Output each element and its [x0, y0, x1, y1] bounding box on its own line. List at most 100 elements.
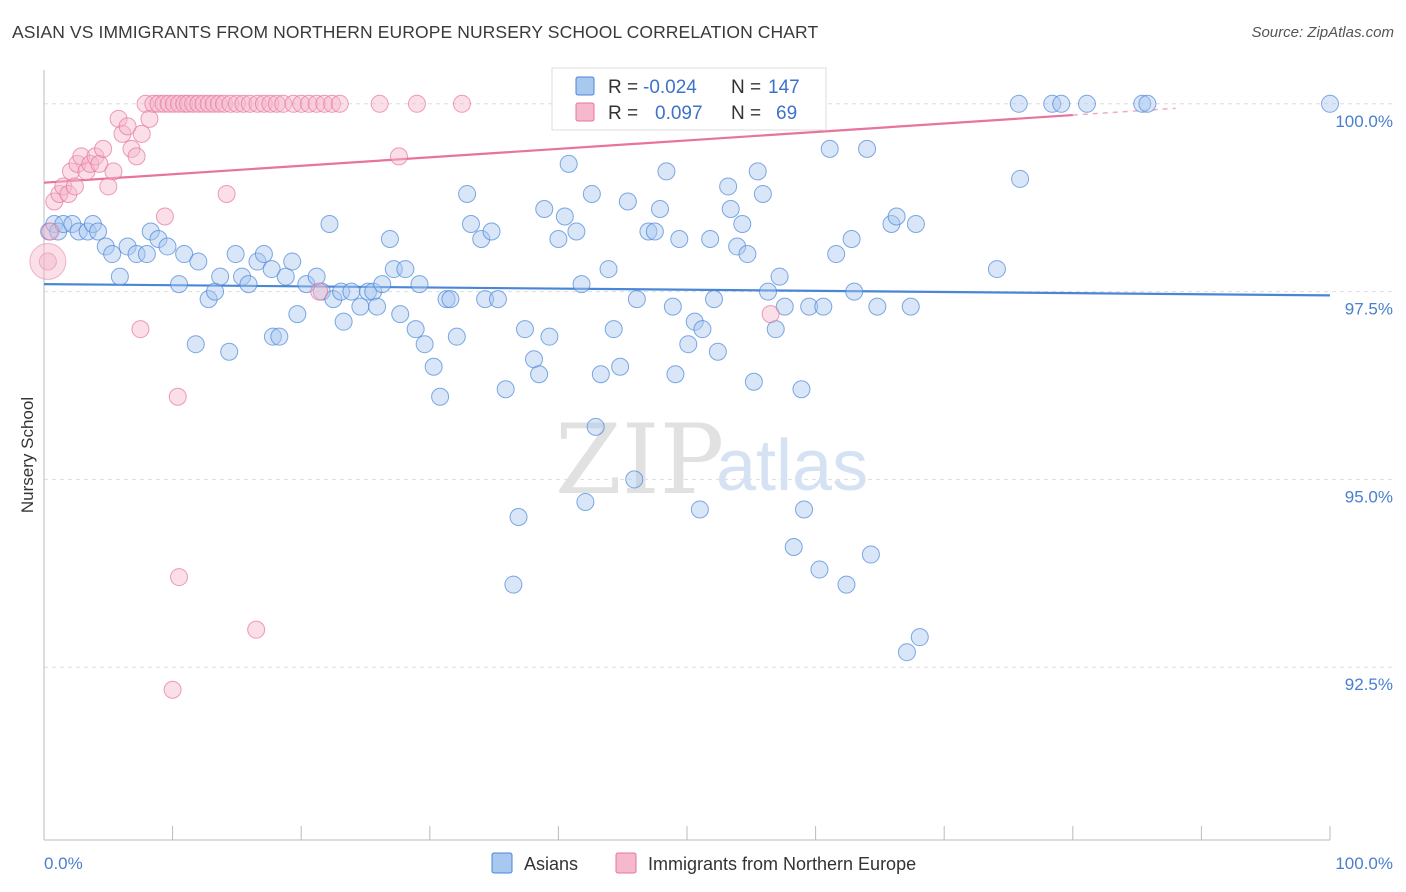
- asians-point: [837, 575, 856, 594]
- watermark: ZIP atlas: [555, 404, 868, 516]
- stats-n-value-northern-europe: 69: [776, 103, 797, 124]
- asians-point: [472, 230, 491, 249]
- stats-legend-frame: [551, 67, 827, 131]
- northern-europe-trendline: [43, 113, 1073, 184]
- asians-point: [901, 297, 920, 316]
- stats-n-label-northern-europe: N =: [731, 103, 761, 124]
- asians-point: [591, 365, 610, 384]
- asians-point: [431, 387, 450, 406]
- asians-point: [861, 545, 880, 564]
- asians-point: [670, 230, 689, 249]
- northern-europe-point: [261, 94, 280, 113]
- asians-point: [211, 267, 230, 286]
- asians-point: [820, 139, 839, 158]
- asians-point: [690, 500, 709, 519]
- asians-point: [663, 297, 682, 316]
- asians-point: [611, 357, 630, 376]
- northern-europe-point: [370, 94, 389, 113]
- asians-point: [441, 290, 460, 309]
- y-tick-label: 92.5%: [1345, 675, 1393, 694]
- asians-point: [910, 628, 929, 647]
- series-legend: Asians Immigrants from Northern Europe: [491, 852, 916, 874]
- northern-europe-point: [62, 162, 81, 181]
- legend-swatch-northern-europe: [615, 852, 637, 874]
- asians-point: [1011, 169, 1030, 188]
- stats-r-label-asians: R =: [608, 77, 638, 98]
- x-tick-label: 0.0%: [44, 854, 83, 873]
- northern-europe-point: [127, 147, 146, 166]
- northern-europe-trendline-extension: [1072, 107, 1176, 116]
- asians-point: [572, 275, 591, 294]
- asians-point: [89, 222, 108, 241]
- asians-point: [373, 275, 392, 294]
- asians-point: [701, 230, 720, 249]
- asians-point: [127, 245, 146, 264]
- asians-point: [482, 222, 501, 241]
- asians-point: [738, 245, 757, 264]
- northern-europe-point: [189, 94, 208, 113]
- northern-europe-point: [323, 94, 342, 113]
- stats-r-value-asians: -0.024: [643, 77, 697, 98]
- y-tick-label: 97.5%: [1345, 300, 1393, 319]
- asians-point: [586, 417, 605, 436]
- asians-point: [842, 230, 861, 249]
- northern-europe-point: [149, 94, 168, 113]
- asians-point: [262, 260, 281, 279]
- northern-europe-point: [452, 94, 471, 113]
- asians-point: [604, 320, 623, 339]
- northern-europe-point: [240, 94, 259, 113]
- asians-point: [476, 290, 495, 309]
- northern-europe-point: [59, 184, 78, 203]
- asians-point: [784, 538, 803, 557]
- stats-r-value-northern-europe: 0.097: [655, 103, 703, 124]
- asians-point: [567, 222, 586, 241]
- asians-point: [766, 320, 785, 339]
- asians-point: [679, 335, 698, 354]
- watermark-zip: ZIP: [555, 404, 724, 516]
- asians-point: [906, 215, 925, 233]
- asians-point: [461, 215, 480, 233]
- asians-point: [618, 192, 637, 211]
- asians-point: [96, 237, 115, 256]
- asians-point: [406, 320, 425, 339]
- asians-point: [118, 237, 137, 256]
- trend-layer: [43, 107, 1331, 297]
- northern-europe-point: [170, 568, 189, 587]
- asians-point: [540, 327, 559, 346]
- northern-europe-point: [144, 94, 163, 113]
- northern-europe-point: [217, 184, 236, 203]
- asians-point: [424, 357, 443, 376]
- northern-europe-point: [407, 94, 426, 113]
- asians-point: [524, 350, 543, 369]
- asians-point: [199, 290, 218, 309]
- asians-point: [744, 372, 763, 391]
- asians-point: [415, 335, 434, 354]
- asians-point: [396, 260, 415, 279]
- asians-point: [810, 560, 829, 579]
- legend-label-northern-europe: Immigrants from Northern Europe: [648, 854, 916, 874]
- northern-europe-point: [131, 320, 150, 339]
- asians-point: [364, 282, 383, 301]
- northern-europe-point: [140, 109, 159, 128]
- asians-point: [158, 237, 177, 256]
- asians-point: [175, 245, 194, 264]
- northern-europe-point: [284, 94, 303, 113]
- asians-point: [1052, 94, 1071, 113]
- northern-europe-point: [307, 94, 326, 113]
- northern-europe-point: [761, 305, 780, 324]
- northern-europe-point: [247, 620, 266, 639]
- northern-europe-point: [41, 222, 60, 241]
- asians-point: [391, 305, 410, 324]
- asians-point: [549, 230, 568, 249]
- x-tick-label: 100.0%: [1335, 854, 1393, 873]
- asians-point: [535, 199, 554, 218]
- northern-europe-point: [118, 117, 137, 136]
- northern-europe-point: [136, 94, 155, 113]
- asians-point: [795, 500, 814, 519]
- asians-point: [708, 342, 727, 361]
- northern-europe-point: [104, 162, 123, 181]
- asians-point: [248, 252, 267, 271]
- points-layer: [29, 94, 1339, 699]
- asians-point: [599, 260, 618, 279]
